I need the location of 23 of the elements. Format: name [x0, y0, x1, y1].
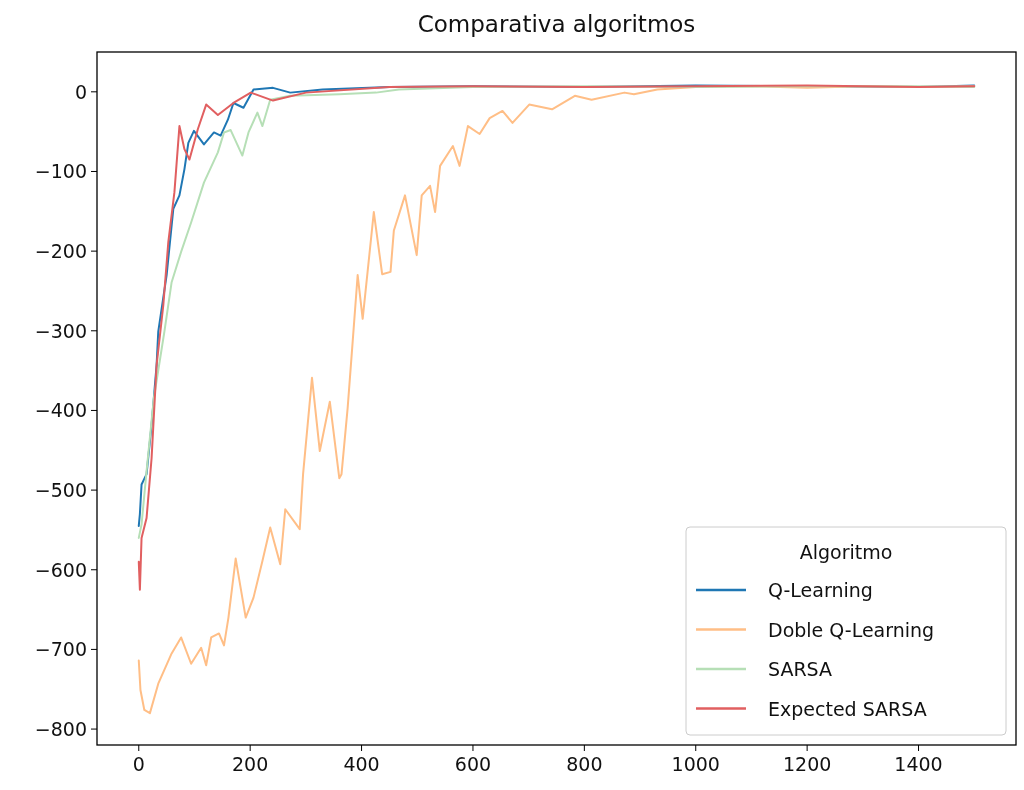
y-tick-label: −600 [34, 558, 87, 581]
legend-label: Expected SARSA [768, 697, 927, 720]
x-tick-label: 200 [232, 753, 269, 775]
y-tick-label: −200 [34, 240, 87, 263]
y-tick-label: −700 [34, 638, 87, 661]
x-tick-label: 400 [343, 753, 380, 775]
x-tick-label: 600 [454, 753, 492, 775]
y-tick-label: −400 [34, 399, 87, 422]
y-tick-label: 0 [74, 80, 87, 103]
y-tick-label: −100 [34, 160, 87, 183]
y-tick-label: −300 [34, 319, 87, 342]
legend-title: Algoritmo [799, 541, 893, 563]
x-tick-label: 1400 [894, 753, 943, 775]
chart-title: Comparativa algoritmos [417, 11, 696, 37]
x-tick-label: 800 [566, 753, 603, 775]
legend-label: Doble Q-Learning [768, 618, 935, 641]
x-tick-label: 1000 [671, 753, 720, 775]
legend-label: Q-Learning [768, 579, 873, 601]
y-tick-label: −500 [34, 479, 87, 502]
y-tick-label: −800 [34, 718, 87, 741]
x-tick-label: 0 [132, 753, 145, 775]
legend-label: SARSA [768, 658, 833, 680]
x-tick-label: 1200 [782, 753, 832, 775]
